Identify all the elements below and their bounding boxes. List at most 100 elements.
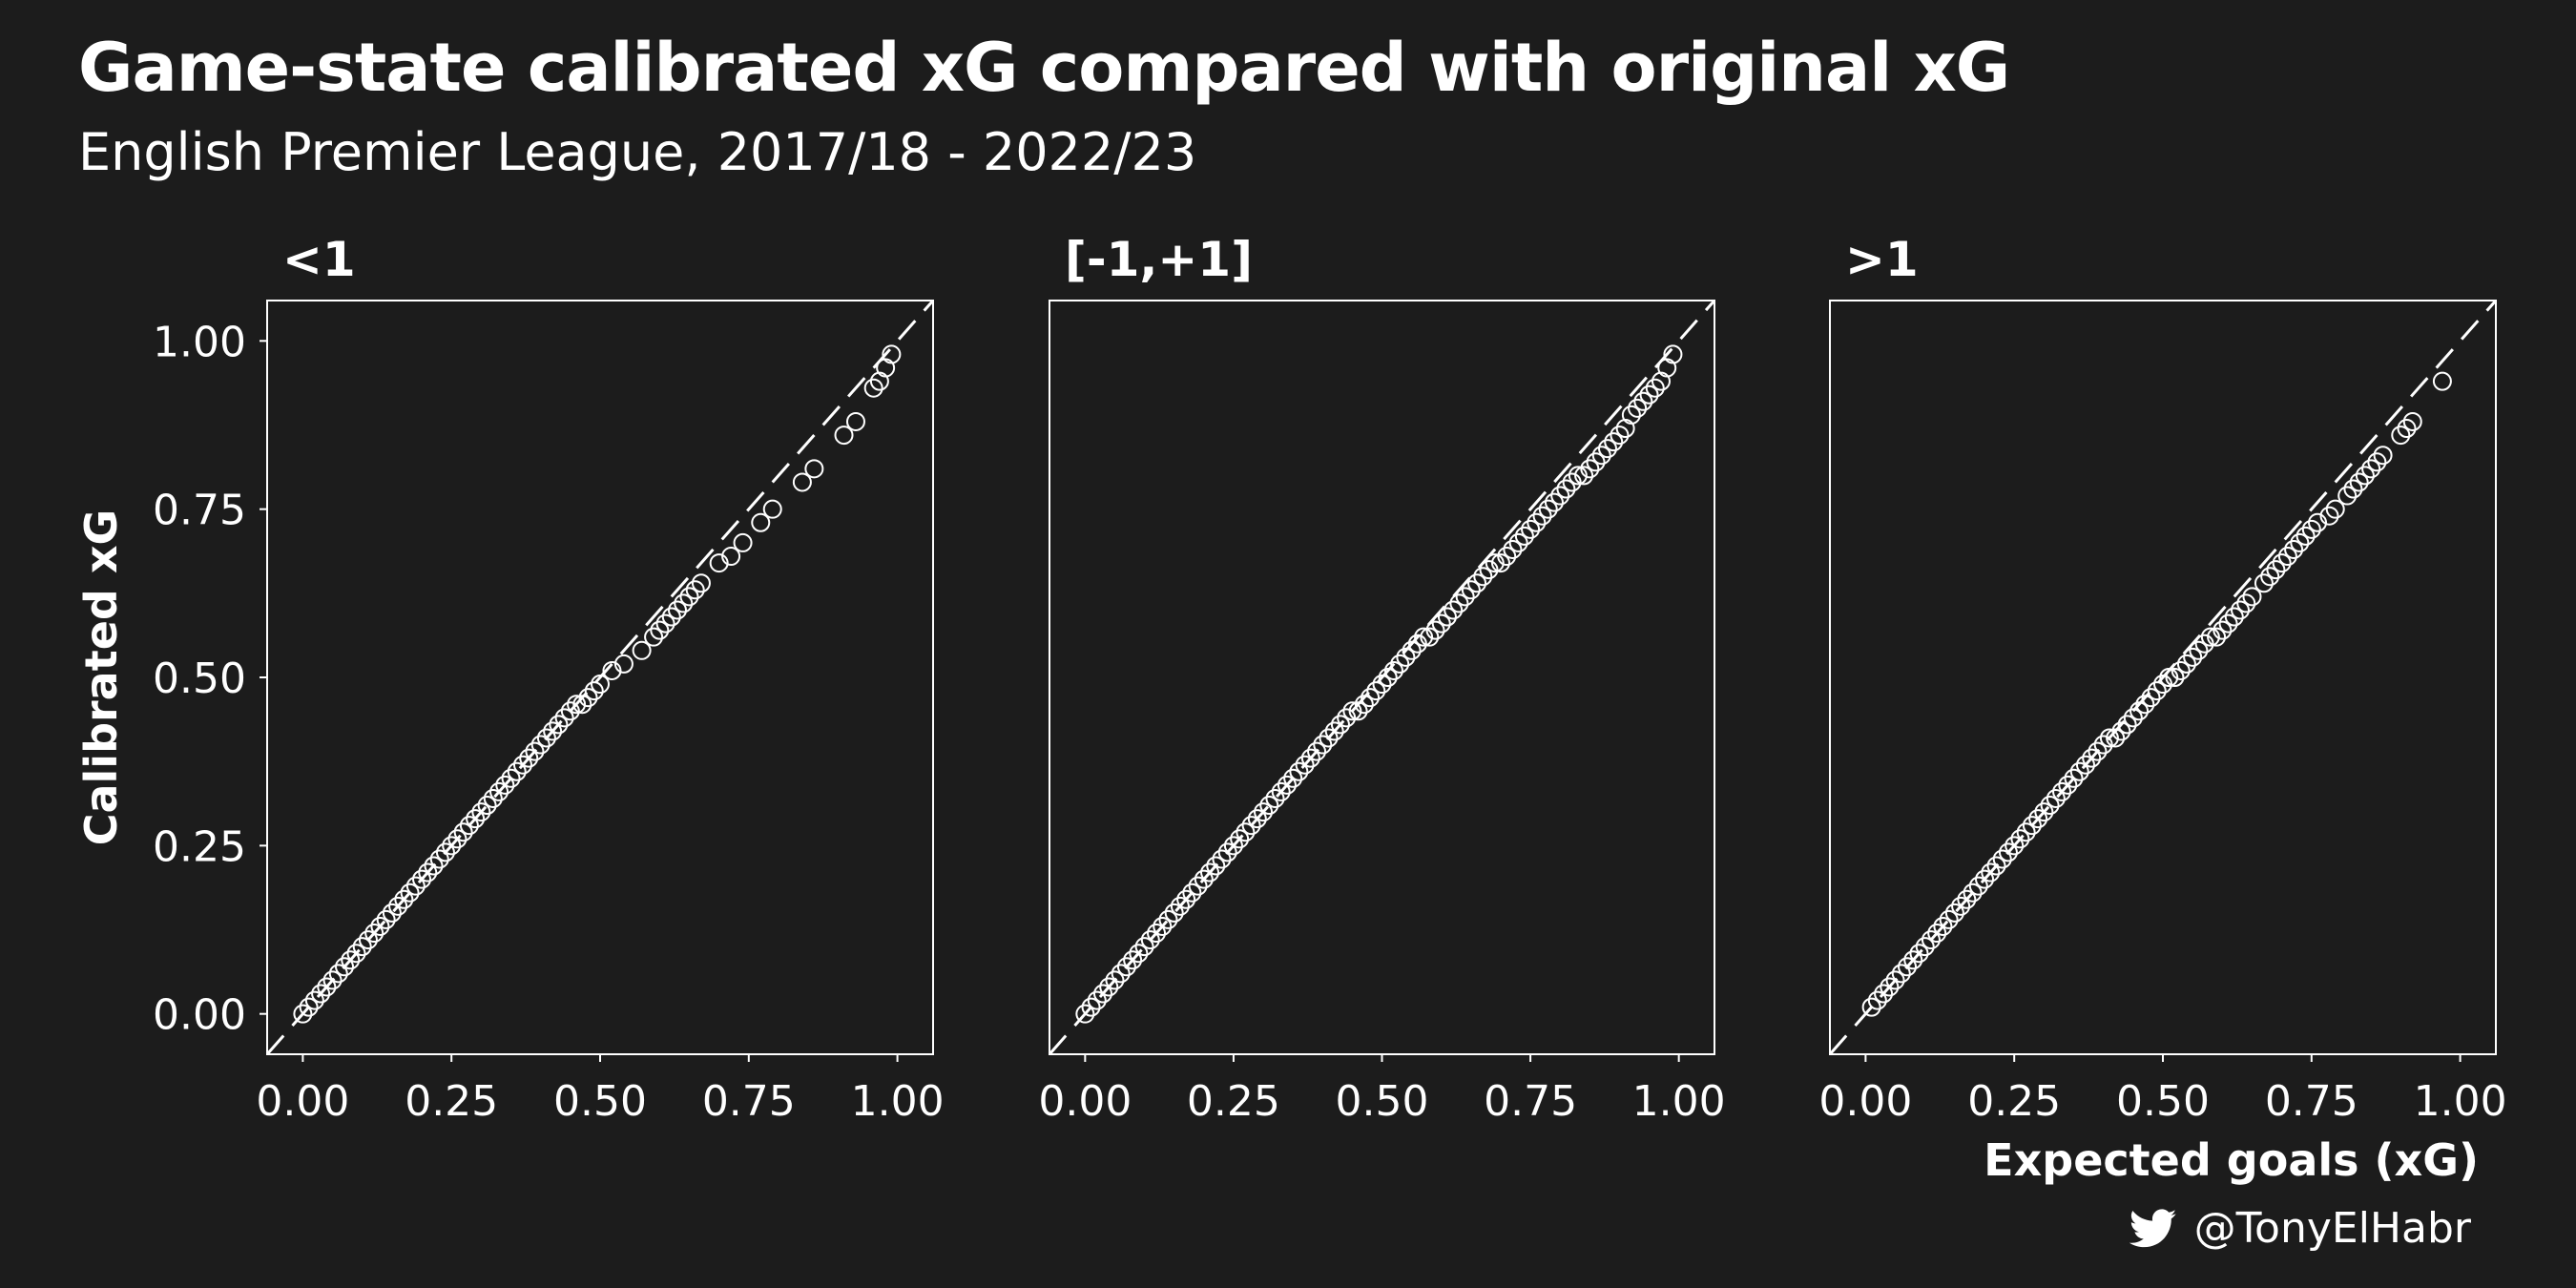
data-point <box>834 426 854 446</box>
data-point <box>2129 701 2150 721</box>
data-point <box>418 862 438 883</box>
data-point <box>1538 499 1558 519</box>
data-point <box>2349 472 2369 492</box>
data-point <box>442 836 462 856</box>
data-point <box>804 459 824 479</box>
data-point <box>1604 432 1624 452</box>
data-point <box>2010 829 2030 849</box>
data-point <box>1915 937 1935 957</box>
data-point <box>2224 607 2244 627</box>
data-point <box>1081 997 1101 1017</box>
data-point <box>304 990 324 1010</box>
data-point <box>1129 944 1149 964</box>
facet-label: <1 <box>282 232 356 287</box>
data-point <box>370 916 390 936</box>
twitter-handle: @TonyElHabr <box>2193 1204 2471 1253</box>
data-point <box>1874 984 1894 1004</box>
data-point <box>1093 984 1113 1004</box>
data-point <box>429 849 449 869</box>
data-point <box>1182 883 1202 903</box>
data-point <box>1194 869 1214 889</box>
data-point <box>2296 526 2316 546</box>
facet-label: [-1,+1] <box>1065 232 1253 287</box>
data-point <box>489 781 509 801</box>
x-tick-label: 0.50 <box>1336 1077 1429 1126</box>
data-point <box>299 997 319 1017</box>
data-point <box>2093 735 2113 755</box>
data-point <box>2189 640 2209 660</box>
data-point <box>1223 836 1243 856</box>
data-point <box>1939 909 1959 929</box>
chart-subtitle: English Premier League, 2017/18 - 2022/2… <box>78 122 1197 182</box>
data-point <box>1885 970 1905 990</box>
data-point <box>1407 634 1427 654</box>
data-point <box>1580 459 1600 479</box>
data-point <box>346 944 366 964</box>
x-tick-label: 0.75 <box>1484 1077 1577 1126</box>
data-point <box>1574 466 1594 486</box>
data-point <box>2260 567 2280 587</box>
data-point <box>352 937 372 957</box>
data-point <box>2046 788 2066 808</box>
data-point <box>1402 640 1422 660</box>
data-point <box>2355 466 2375 486</box>
data-point <box>1372 675 1392 695</box>
data-point <box>1116 957 1136 977</box>
data-point <box>567 695 587 715</box>
data-point <box>1259 796 1279 816</box>
data-point <box>1366 681 1386 701</box>
data-point <box>2319 506 2339 526</box>
data-point <box>1449 593 1469 613</box>
data-point <box>602 660 622 680</box>
data-point <box>554 708 574 728</box>
facet-panel-2: [-1,+1] 0.00 0.25 0.50 0.75 1.00 <box>1038 232 1725 1126</box>
data-point <box>328 964 348 984</box>
data-point <box>1420 627 1440 647</box>
data-point <box>2141 688 2161 708</box>
data-point <box>1880 977 1900 997</box>
data-point <box>1514 526 1534 546</box>
data-point <box>1562 472 1582 492</box>
data-point <box>1425 620 1445 640</box>
data-point <box>1944 903 1964 923</box>
x-tick-label: 0.75 <box>702 1077 796 1126</box>
data-point <box>733 532 753 552</box>
data-point <box>1586 452 1606 472</box>
twitter-bird-icon <box>2129 1208 2176 1247</box>
data-point <box>1313 735 1333 755</box>
data-point <box>1271 781 1291 801</box>
data-point <box>1236 822 1256 842</box>
data-point <box>2028 809 2048 829</box>
data-point <box>1265 788 1285 808</box>
data-point <box>388 896 408 916</box>
data-point <box>2284 539 2304 559</box>
data-point <box>1444 600 1464 620</box>
x-tick-label: 0.25 <box>1967 1077 2061 1126</box>
data-point <box>1861 997 1881 1017</box>
data-point <box>1933 916 1953 936</box>
data-point <box>1951 896 1971 916</box>
data-point <box>322 970 343 990</box>
data-point <box>364 924 384 944</box>
data-point <box>2272 553 2292 573</box>
data-point <box>311 984 331 1004</box>
data-point <box>1147 924 1167 944</box>
data-point <box>1490 553 1510 573</box>
x-tick-label: 1.00 <box>2414 1077 2507 1126</box>
x-tick-label: 0.00 <box>1818 1077 1912 1126</box>
data-point <box>1134 937 1154 957</box>
data-point <box>572 695 592 715</box>
data-point <box>2016 822 2036 842</box>
data-point <box>1461 580 1481 600</box>
caption: @TonyElHabr <box>2129 1204 2471 1253</box>
data-point <box>1200 862 1220 883</box>
data-point <box>1361 688 1381 708</box>
data-point <box>1087 990 1107 1010</box>
data-point <box>2397 419 2417 439</box>
data-point <box>2207 627 2227 647</box>
data-point <box>1307 741 1327 761</box>
facet-label: >1 <box>1845 232 1919 287</box>
data-point <box>1324 721 1344 741</box>
